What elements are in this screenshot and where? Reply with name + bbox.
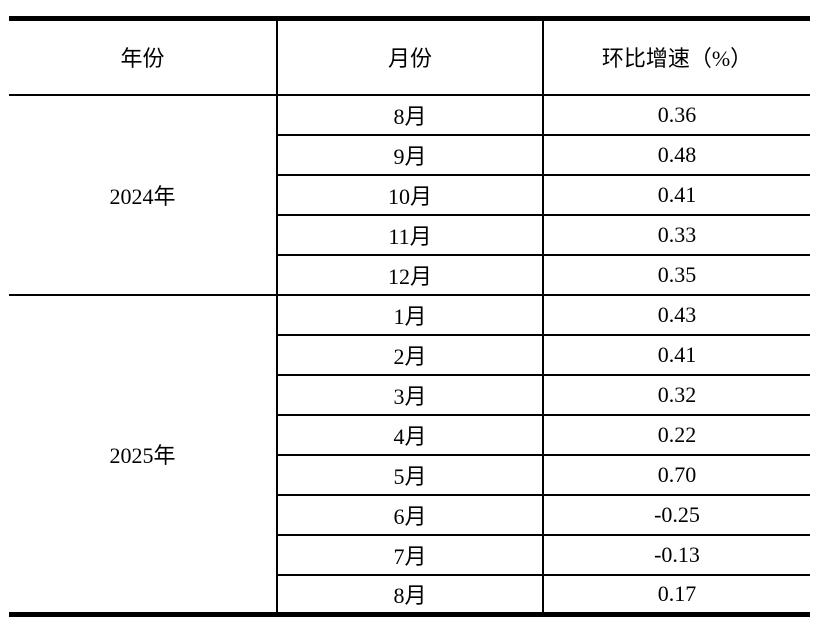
value-cell: -0.25 (542, 493, 810, 536)
table-row: 4月 0.22 (9, 413, 810, 456)
value-cell: 0.22 (542, 413, 810, 456)
table-row: 11月 0.33 (9, 213, 810, 256)
month-cell: 10月 (276, 173, 544, 216)
month-cell: 6月 (276, 493, 544, 536)
header-row: 年份 月份 环比增速（%） (9, 18, 810, 96)
table-row: 2月 0.41 (9, 333, 810, 376)
table-row: 5月 0.70 (9, 453, 810, 496)
year-cell-2024: 2024年 (9, 93, 278, 296)
table-row: 10月 0.41 (9, 173, 810, 216)
mom-growth-table: 年份 月份 环比增速（%） 2024年 8月 0.36 9月 0.48 10月 … (9, 16, 810, 617)
month-cell: 4月 (276, 413, 544, 456)
month-cell: 12月 (276, 253, 544, 296)
table-row: 2025年 1月 0.43 (9, 293, 810, 616)
value-cell: 0.43 (542, 293, 810, 336)
table-row: 12月 0.35 (9, 253, 810, 296)
month-cell: 8月 (276, 93, 544, 136)
value-cell: 0.36 (542, 93, 810, 136)
month-cell: 8月 (276, 573, 544, 616)
value-cell: 0.33 (542, 213, 810, 256)
value-cell: 0.35 (542, 253, 810, 296)
table-row: 2024年 8月 0.36 (9, 93, 810, 296)
month-cell: 9月 (276, 133, 544, 176)
value-cell: 0.41 (542, 333, 810, 376)
header-month: 月份 (276, 18, 544, 96)
table-row: 8月 0.17 (9, 573, 810, 616)
value-cell: 0.70 (542, 453, 810, 496)
month-cell: 7月 (276, 533, 544, 576)
month-cell: 3月 (276, 373, 544, 416)
value-cell: 0.17 (542, 573, 810, 616)
year-cell-2025: 2025年 (9, 293, 278, 616)
value-cell: 0.48 (542, 133, 810, 176)
value-cell: -0.13 (542, 533, 810, 576)
header-year: 年份 (9, 18, 278, 96)
month-cell: 2月 (276, 333, 544, 376)
month-cell: 5月 (276, 453, 544, 496)
header-growth: 环比增速（%） (542, 18, 810, 96)
month-cell: 1月 (276, 293, 544, 336)
month-cell: 11月 (276, 213, 544, 256)
table-row: 9月 0.48 (9, 133, 810, 176)
value-cell: 0.41 (542, 173, 810, 216)
table-row: 3月 0.32 (9, 373, 810, 416)
table-row: 7月 -0.13 (9, 533, 810, 576)
table-row: 6月 -0.25 (9, 493, 810, 536)
value-cell: 0.32 (542, 373, 810, 416)
